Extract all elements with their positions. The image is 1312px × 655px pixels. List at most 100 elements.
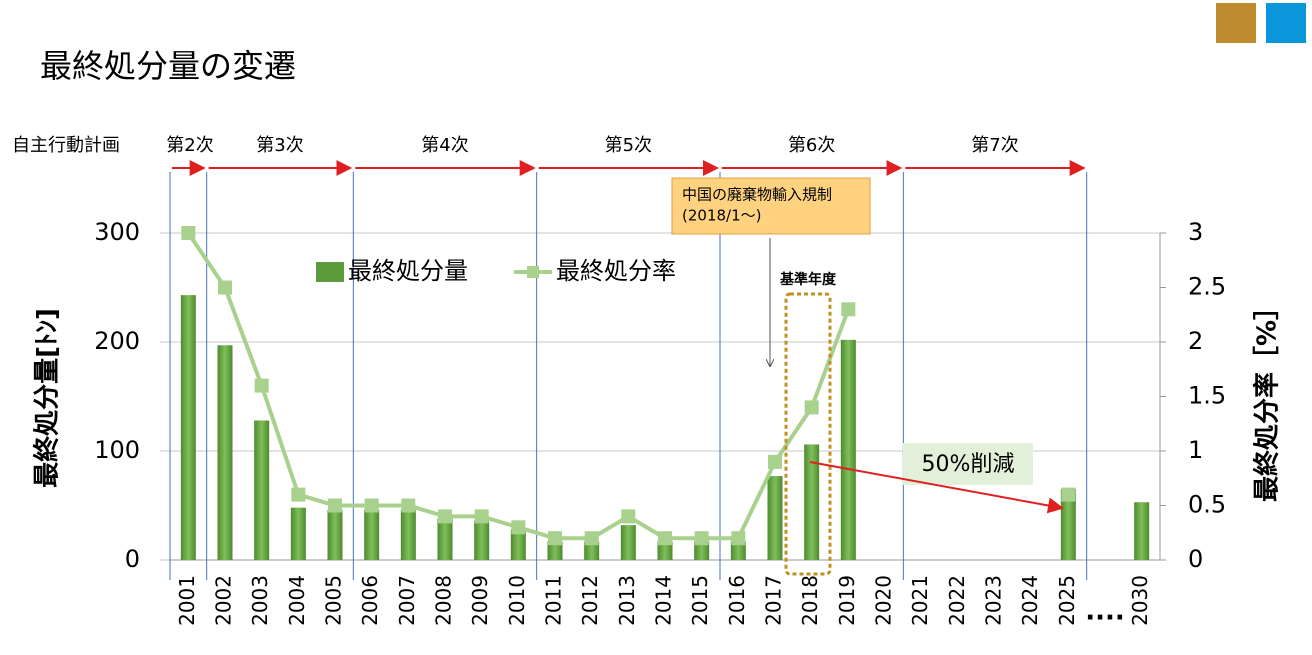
- bar: [364, 509, 380, 560]
- annotation: (2018/1～): [682, 207, 761, 225]
- annotation-box: [903, 443, 1033, 485]
- rate-marker: [768, 454, 782, 469]
- chart-title: 最終処分量の変遷: [40, 47, 296, 85]
- y2-tick-label: 1.5: [1188, 382, 1226, 410]
- x-tick-label: 2004: [285, 575, 309, 626]
- bar: [730, 541, 746, 560]
- x-tick-label: 2023: [982, 575, 1006, 626]
- rate-marker: [254, 378, 269, 393]
- rate-marker: [548, 531, 562, 546]
- rate-marker: [621, 509, 636, 524]
- bar: [694, 541, 710, 560]
- x-tick-label: 2014: [652, 575, 676, 626]
- x-tick-label: ....: [1085, 597, 1125, 627]
- rate-marker: [841, 302, 856, 317]
- x-tick-label: 2006: [358, 575, 382, 626]
- rate-marker: [474, 509, 489, 524]
- bar: [400, 509, 416, 560]
- base-year-frame: [784, 292, 832, 576]
- rate-marker: [438, 509, 452, 524]
- rate-marker: [1061, 487, 1076, 502]
- x-tick-label: 2001: [175, 575, 199, 626]
- phase-label: 第6次: [788, 135, 835, 156]
- y2-tick-label: 0.5: [1188, 491, 1226, 519]
- rate-marker: [218, 280, 232, 295]
- y2-axis-label: 最終処分率［%］: [1252, 294, 1283, 502]
- x-tick-label: 2013: [615, 575, 639, 626]
- phase-label: 第2次: [166, 135, 213, 156]
- x-tick-label: 2002: [212, 575, 236, 626]
- x-tick-label: 2022: [945, 575, 969, 626]
- bar: [804, 444, 820, 560]
- bar: [327, 509, 343, 560]
- phase-label: 第4次: [421, 135, 468, 156]
- bar: [510, 529, 526, 560]
- annotation-box: [671, 177, 871, 235]
- annotation-arrow: [809, 461, 1064, 514]
- rate-marker: [291, 487, 306, 502]
- legend-label: 最終処分率: [556, 257, 676, 285]
- legend-marker: [527, 266, 539, 278]
- x-tick-label: 2012: [578, 575, 602, 626]
- y-tick-label: 300: [94, 218, 140, 246]
- x-tick-label: 2017: [762, 575, 786, 626]
- x-tick-label: 2025: [1055, 575, 1079, 626]
- y2-tick-label: 2: [1188, 327, 1203, 355]
- annotation: 50%削減: [922, 452, 1015, 477]
- rate-marker: [181, 226, 196, 240]
- bar: [657, 541, 673, 560]
- bar: [437, 518, 453, 560]
- y2-tick-label: 0: [1188, 545, 1203, 573]
- x-tick-label: 2030: [1128, 575, 1152, 626]
- x-tick-label: 2015: [688, 575, 712, 626]
- x-tick-label: 2011: [542, 575, 566, 626]
- rate-marker: [731, 531, 746, 546]
- y2-tick-label: 3: [1188, 218, 1203, 246]
- x-tick-label: 2005: [322, 575, 346, 626]
- bar: [290, 507, 306, 560]
- plan-label: 自主行動計画: [12, 135, 120, 156]
- y2-tick-label: 2.5: [1188, 273, 1226, 301]
- annotation: 基準年度: [780, 271, 837, 288]
- x-tick-label: 2016: [725, 575, 749, 626]
- bar: [840, 339, 856, 560]
- rate-marker: [511, 520, 526, 535]
- annotation: 中国の廃棄物輸入規制: [682, 186, 832, 204]
- legend-label: 最終処分量: [348, 257, 468, 285]
- x-tick-label: 2009: [468, 575, 492, 626]
- bar: [620, 525, 636, 560]
- x-tick-label: 2018: [798, 575, 822, 626]
- y-tick-label: 0: [125, 545, 140, 573]
- y-tick-label: 100: [94, 436, 140, 464]
- rate-marker: [804, 400, 819, 415]
- x-tick-label: 2019: [835, 575, 859, 626]
- bar: [1134, 502, 1150, 560]
- rate-marker: [328, 498, 342, 513]
- phase-label: 第7次: [971, 135, 1018, 156]
- sdg-icon-12: [1216, 3, 1256, 43]
- bar: [1060, 489, 1076, 560]
- legend-swatch: [316, 262, 344, 282]
- rate-marker: [694, 531, 709, 546]
- y-axis-label: 最終処分量[ﾄﾝ]: [32, 308, 63, 488]
- phase-label: 第3次: [256, 135, 303, 156]
- x-tick-label: 2007: [395, 575, 419, 626]
- bar: [474, 520, 490, 560]
- y-tick-label: 200: [94, 327, 140, 355]
- bar: [584, 541, 600, 560]
- bar: [254, 420, 270, 560]
- x-tick-label: 2024: [1018, 575, 1042, 626]
- x-tick-label: 2020: [872, 575, 896, 626]
- bar: [547, 541, 563, 560]
- y2-tick-label: 1: [1188, 436, 1203, 464]
- bar: [217, 345, 233, 560]
- sdg-icon-14: [1266, 3, 1306, 43]
- phase-label: 第5次: [605, 135, 652, 156]
- rate-marker: [658, 531, 672, 546]
- rate-marker: [401, 498, 416, 513]
- bar: [767, 476, 783, 560]
- x-tick-label: 2021: [908, 575, 932, 626]
- rate-marker: [584, 531, 599, 546]
- x-tick-label: 2003: [248, 575, 272, 626]
